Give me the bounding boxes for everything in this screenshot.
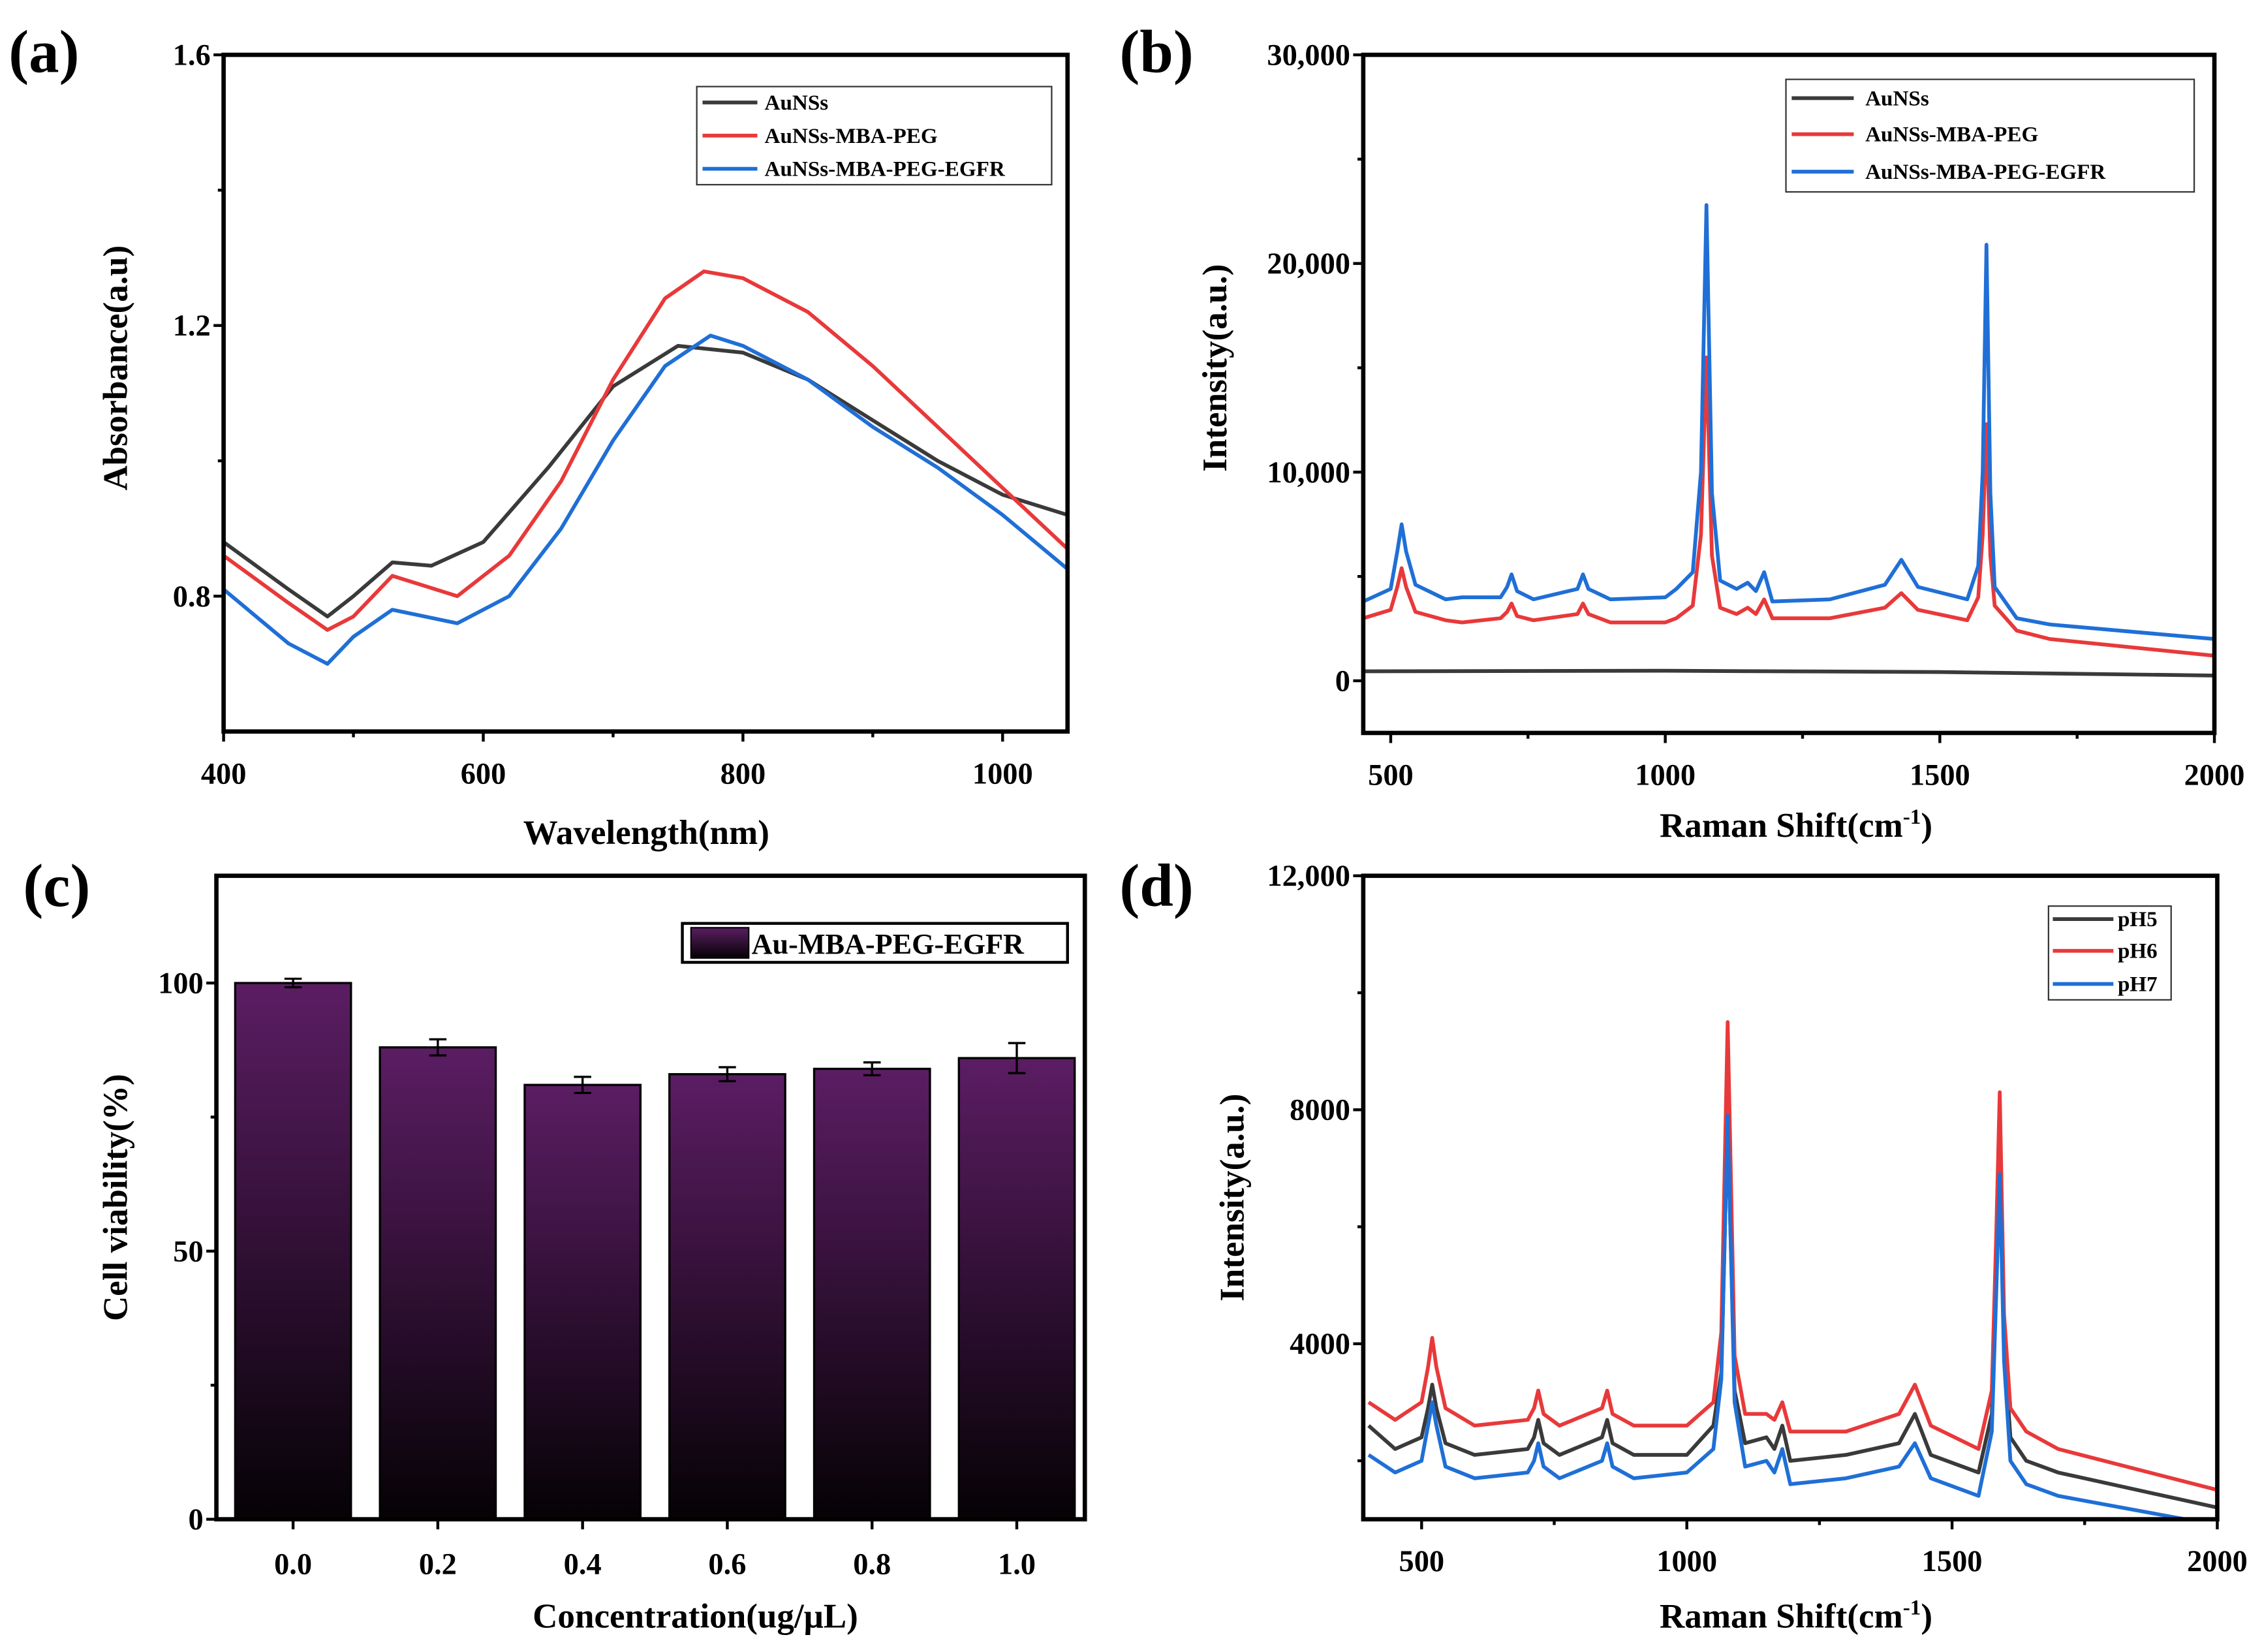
- bar: [813, 1067, 931, 1521]
- x-tick-label: 1000: [1656, 1545, 1717, 1578]
- x-tick-label: 2000: [2184, 759, 2245, 792]
- x-axis-title-a: Wavelength(nm): [523, 814, 769, 852]
- x-axis-title-b: Raman Shift(cm-1): [1660, 805, 1932, 845]
- bar: [234, 982, 352, 1521]
- series-line-aunss-mba-peg: [223, 269, 1068, 632]
- y-tick-label: 30,000: [1267, 39, 1350, 72]
- error-bar: [863, 1061, 881, 1077]
- y-tick-label: 50: [173, 1235, 203, 1268]
- chart-d: (d) Raman Shift(cm-1) Intensity(a.u.) 50…: [1119, 852, 2248, 1635]
- panel-label-c: (c): [23, 852, 90, 920]
- y-axis-title-b: Intensity(a.u.): [1196, 264, 1234, 472]
- chart-b: (b) Raman Shift(cm-1) Intensity(a.u.) 50…: [1119, 19, 2244, 845]
- x-tick-label: 600: [461, 757, 506, 790]
- series-line-aunss-mba-peg-egfr: [1363, 203, 2215, 641]
- legend-label: AuNSs-MBA-PEG-EGFR: [1865, 160, 2106, 184]
- y-tick-label: 12,000: [1267, 860, 1350, 893]
- series-line-aunss-mba-peg-egfr: [223, 334, 1068, 666]
- series-group: [1367, 1020, 2218, 1520]
- series-line-aunss: [223, 343, 1068, 619]
- y-tick-label: 1.6: [173, 39, 211, 72]
- y-tick-label: 1.2: [173, 309, 211, 343]
- bar: [957, 1057, 1076, 1521]
- plot-area-a: 400 600 800 1000 AuNSs AuNSs-MBA-PEG AuNSs-MBA…: [173, 39, 1070, 790]
- series-line-aunss-mba-peg: [1363, 355, 2215, 658]
- plot-area-b: 500 1000 1500 2000 AuNSs AuNSs-MBA-PEG AuNSs-M…: [1267, 39, 2244, 792]
- series-group: [1363, 203, 2215, 678]
- x-tick-label: 2000: [2187, 1545, 2248, 1578]
- x-tick-label: 1500: [1910, 759, 1970, 792]
- legend-label: pH5: [2118, 907, 2158, 931]
- y-tick-label: 20,000: [1267, 247, 1350, 281]
- x-tick-label: 1000: [1635, 759, 1696, 792]
- y-tick-label: 0.8: [173, 580, 211, 614]
- axes-frame: [1361, 52, 2217, 736]
- x-tick-label: 1.0: [998, 1548, 1036, 1582]
- error-bar: [284, 977, 302, 989]
- error-bar: [429, 1038, 447, 1057]
- y-tick-label: 8000: [1290, 1094, 1350, 1127]
- y-tick-label: 100: [158, 967, 204, 1001]
- legend-swatch: [690, 927, 750, 959]
- legend-label: AuNSs: [1865, 86, 1929, 110]
- chart-c: (c) Concentration(ug/μL) Cell viability(…: [23, 852, 1087, 1635]
- plot-area-c: 0.0 0.2 0.4 0.6 0.8 1.0 Au-MBA-PEG-EGFR 0 50 100: [158, 873, 1087, 1582]
- panel-label-a: (a): [8, 19, 79, 86]
- x-tick-label: 800: [720, 757, 766, 790]
- bar: [379, 1046, 497, 1521]
- x-tick-label: 500: [1368, 759, 1414, 792]
- x-axis-title-d: Raman Shift(cm-1): [1660, 1596, 1932, 1636]
- series-line-ph5: [1367, 1119, 2218, 1510]
- y-axis-title-d: Intensity(a.u.): [1213, 1094, 1251, 1301]
- legend-label: pH6: [2118, 939, 2158, 963]
- y-axis-title-a: Absorbance(a.u): [97, 245, 135, 491]
- series-line-ph7: [1367, 1114, 2196, 1520]
- plot-area-d: 500 1000 1500 2000 pH5 pH6 pH7 4000 8000 12,000: [1267, 860, 2248, 1578]
- bar: [668, 1073, 786, 1521]
- y-tick-label: 0: [188, 1503, 203, 1536]
- axes-frame: [221, 52, 1070, 734]
- series-line-ph6: [1367, 1020, 2218, 1492]
- x-tick-label: 500: [1399, 1545, 1444, 1578]
- axes-frame: [1361, 873, 2220, 1521]
- x-tick-label: 0.6: [708, 1548, 746, 1582]
- x-tick-label: 1000: [972, 757, 1033, 790]
- panel-label-b: (b): [1119, 19, 1193, 86]
- x-tick-label: 0.4: [564, 1548, 602, 1582]
- legend-label: AuNSs-MBA-PEG: [765, 124, 938, 148]
- bar: [523, 1083, 642, 1521]
- series-line-aunss: [1363, 668, 2215, 678]
- y-tick-label: 0: [1335, 664, 1350, 698]
- legend-box: [1785, 78, 2195, 193]
- legend-label: pH7: [2118, 973, 2158, 997]
- legend-label: AuNSs: [765, 91, 829, 115]
- x-tick-label: 0.0: [274, 1548, 312, 1582]
- x-axis-title-c: Concentration(ug/μL): [533, 1597, 858, 1635]
- axes-frame: [214, 873, 1087, 1521]
- x-tick-label: 0.2: [419, 1548, 457, 1582]
- legend-label: AuNSs-MBA-PEG-EGFR: [765, 157, 1006, 181]
- x-tick-label: 1500: [1922, 1545, 1983, 1578]
- error-bar: [719, 1066, 736, 1083]
- y-axis-title-c: Cell viability(%): [97, 1074, 135, 1321]
- x-tick-label: 0.8: [853, 1548, 891, 1582]
- error-bar: [1008, 1042, 1026, 1074]
- legend-label: AuNSs-MBA-PEG: [1865, 123, 2038, 147]
- x-tick-label: 400: [201, 757, 247, 790]
- legend-label: Au-MBA-PEG-EGFR: [752, 928, 1025, 960]
- panel-label-d: (d): [1119, 852, 1193, 920]
- chart-a: (a) Wavelength(nm) Absorbance(a.u) 400 60…: [8, 19, 1070, 852]
- series-group: [223, 269, 1068, 666]
- y-tick-label: 10,000: [1267, 456, 1350, 490]
- y-tick-label: 4000: [1290, 1328, 1350, 1361]
- error-bar: [574, 1076, 591, 1095]
